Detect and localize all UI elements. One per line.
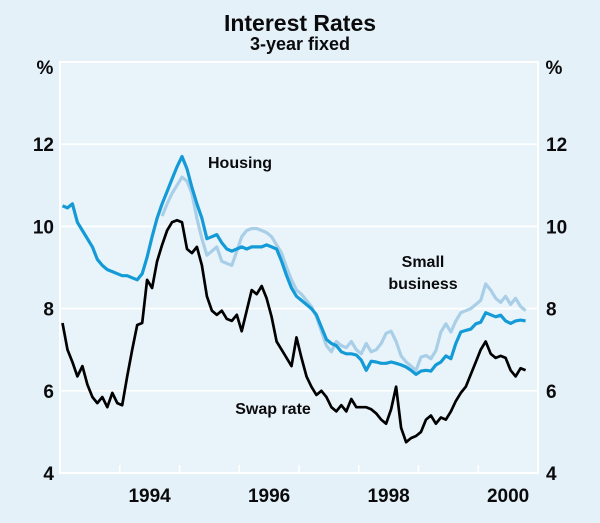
series-label-small-business-line1: Small: [402, 254, 445, 271]
x-axis-label-1998: 1998: [367, 486, 409, 507]
y-axis-label-right-10: 10: [546, 217, 567, 238]
percent-unit-right: %: [546, 58, 563, 79]
plot-frame: [59, 61, 539, 474]
line-swap-rate: [61, 218, 527, 444]
x-axis-labels: 1994 1996 1998 2000: [128, 486, 529, 507]
y-axis-label-left-10: 10: [33, 217, 54, 238]
series-label-small-business-line2: business: [388, 276, 457, 293]
y-axis-label-left-4: 4: [43, 464, 54, 485]
chart-title: Interest Rates: [224, 10, 376, 36]
gridlines: [60, 143, 538, 392]
y-axis-label-left-8: 8: [43, 300, 54, 321]
y-axis-label-left-12: 12: [33, 135, 54, 156]
x-axis-ticks: [118, 465, 480, 473]
x-axis-label-1994: 1994: [128, 486, 171, 507]
chart-subtitle: 3-year fixed: [250, 34, 350, 54]
line-housing: [61, 154, 526, 376]
percent-unit-left: %: [37, 58, 54, 79]
x-axis-label-2000: 2000: [487, 486, 529, 507]
y-axis-labels-left: 12 10 8 6 4: [33, 135, 55, 485]
y-axis-label-left-6: 6: [43, 382, 54, 403]
y-axis-label-right-8: 8: [546, 300, 557, 321]
line-small-business: [160, 175, 527, 372]
y-axis-label-right-4: 4: [546, 464, 557, 485]
series-label-housing: Housing: [208, 155, 272, 172]
y-axis-labels-right: 12 10 8 6 4: [546, 135, 567, 485]
series-lines: [61, 154, 527, 444]
series-label-swap-rate: Swap rate: [235, 401, 311, 418]
y-axis-label-right-6: 6: [546, 382, 557, 403]
y-axis-label-right-12: 12: [546, 135, 567, 156]
x-axis-label-1996: 1996: [248, 486, 290, 507]
